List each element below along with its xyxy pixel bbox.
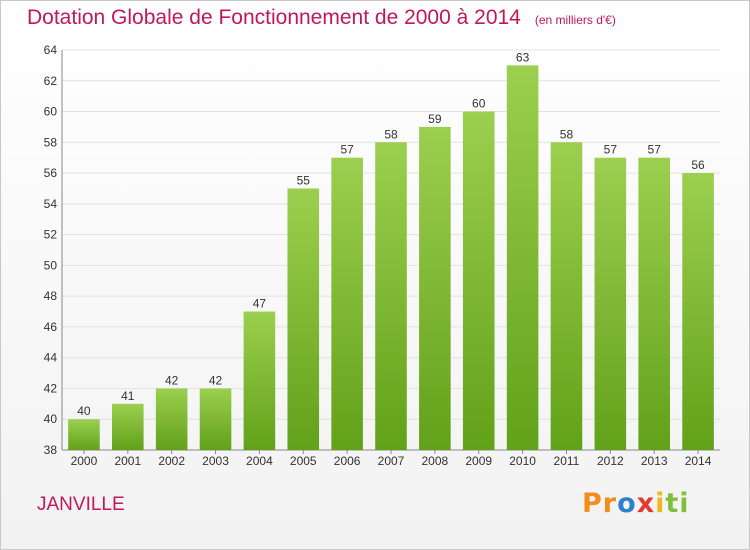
value-label: 47 — [253, 297, 267, 311]
logo-letter: x — [636, 488, 656, 519]
chart-title: Dotation Globale de Fonctionnement de 20… — [27, 6, 616, 30]
x-tick-label: 2006 — [334, 454, 361, 468]
chart-title-text: Dotation Globale de Fonctionnement de 20… — [27, 6, 521, 29]
bar — [506, 65, 539, 450]
logo-letter: t — [665, 488, 680, 519]
value-label: 57 — [648, 143, 662, 157]
y-tick-label: 62 — [44, 74, 58, 88]
y-tick-label: 56 — [44, 166, 58, 180]
data-labels: 40 41 42 42 47 55 57 58 59 60 63 58 57 57 56 — [77, 50, 705, 418]
logo-letter: r — [602, 488, 618, 519]
value-label: 56 — [691, 158, 705, 172]
x-tick-label: 2010 — [509, 454, 536, 468]
bar — [331, 157, 363, 450]
y-tick-label: 60 — [44, 105, 58, 119]
logo-letter: i — [655, 488, 666, 519]
logo-letter: i — [679, 488, 690, 519]
x-tick-label: 2000 — [71, 454, 98, 468]
value-label: 57 — [340, 143, 354, 157]
bar — [419, 126, 451, 450]
x-tick-label: 2004 — [246, 454, 273, 468]
x-tick-label: 2014 — [685, 454, 712, 468]
bar — [375, 142, 407, 451]
value-label: 63 — [516, 50, 530, 64]
bar — [199, 388, 232, 450]
bar — [682, 173, 714, 451]
value-label: 60 — [472, 97, 486, 111]
y-tick-label: 48 — [44, 289, 58, 303]
y-tick-label: 58 — [44, 135, 58, 149]
bars — [68, 65, 714, 451]
x-tick-label: 2003 — [202, 454, 229, 468]
y-tick-label: 40 — [44, 412, 58, 426]
value-label: 41 — [121, 389, 135, 403]
x-tick-label: 2009 — [465, 454, 492, 468]
value-label: 58 — [384, 127, 398, 141]
city-name: JANVILLE — [37, 494, 125, 515]
x-tick-label: 2011 — [554, 454, 580, 468]
bar — [243, 311, 276, 450]
y-tick-label: 54 — [44, 197, 58, 211]
y-tick-label: 64 — [44, 43, 58, 57]
value-label: 42 — [165, 373, 179, 387]
x-tick-label: 2002 — [158, 454, 185, 468]
value-label: 42 — [209, 373, 223, 387]
bar — [68, 419, 100, 450]
bar — [550, 142, 583, 451]
value-label: 59 — [428, 112, 442, 126]
y-tick-label: 50 — [44, 258, 58, 272]
x-tick-label: 2005 — [290, 454, 317, 468]
bar — [155, 388, 188, 450]
value-label: 55 — [297, 173, 311, 187]
x-tick-label: 2001 — [114, 454, 141, 468]
bar — [112, 403, 144, 450]
value-label: 40 — [77, 404, 91, 418]
y-tick-label: 52 — [44, 228, 58, 242]
x-tick-label: 2013 — [641, 454, 668, 468]
y-tick-label: 46 — [44, 320, 58, 334]
bar — [462, 111, 495, 451]
y-tick-label: 38 — [44, 443, 58, 457]
chart-unit: (en milliers d'€) — [534, 13, 616, 27]
y-tick-label: 44 — [44, 351, 58, 365]
x-tick-label: 2007 — [378, 454, 405, 468]
bar — [287, 188, 320, 450]
x-tick-label: 2008 — [422, 454, 449, 468]
logo-letter: P — [582, 488, 603, 519]
bar — [594, 157, 627, 450]
x-tick-label: 2012 — [597, 454, 624, 468]
proxiti-logo: Proxiti — [582, 488, 690, 519]
value-label: 57 — [604, 143, 618, 157]
bar — [638, 157, 670, 450]
value-label: 58 — [560, 127, 574, 141]
logo-letter: o — [617, 488, 637, 519]
y-tick-label: 42 — [44, 381, 58, 395]
